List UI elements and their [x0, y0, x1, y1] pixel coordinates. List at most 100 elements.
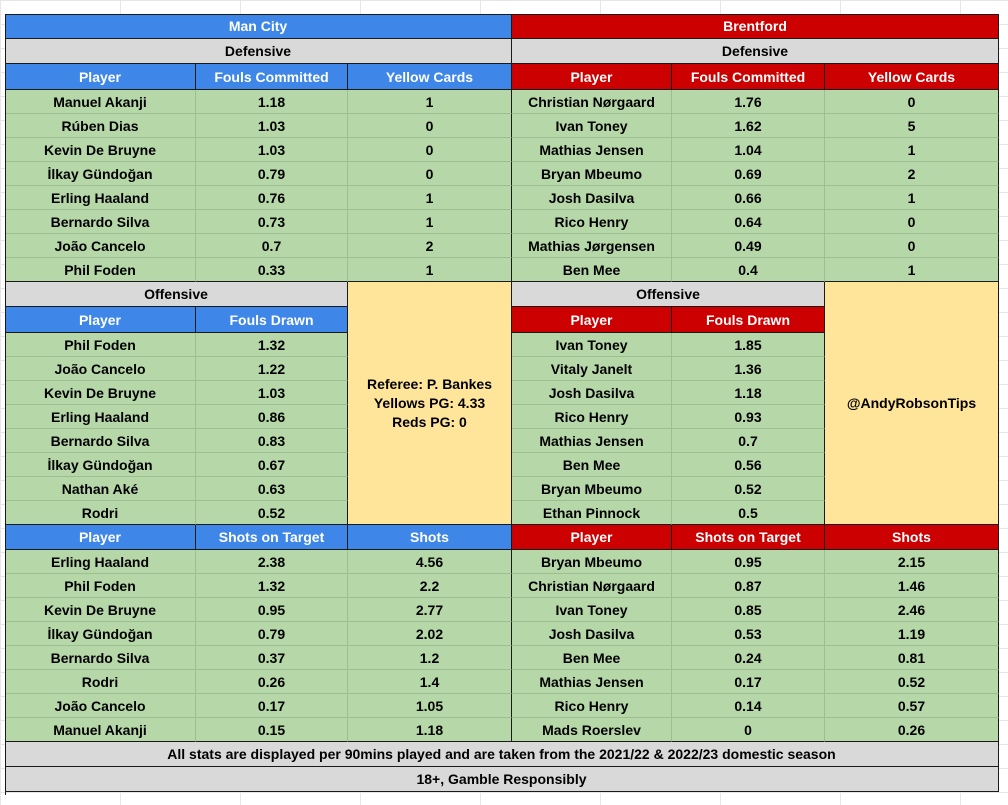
table-cell[interactable]: 0.95	[196, 598, 348, 622]
col-header-player[interactable]: Player	[512, 64, 672, 90]
table-cell[interactable]: Bryan Mbeumo	[512, 550, 672, 574]
table-cell[interactable]: 0.87	[672, 574, 825, 598]
table-cell[interactable]: Mathias Jensen	[512, 429, 672, 453]
table-cell[interactable]: 2.15	[825, 550, 999, 574]
table-cell[interactable]: 0	[348, 162, 512, 186]
table-cell[interactable]: 0.79	[196, 162, 348, 186]
table-cell[interactable]: 1.05	[348, 694, 512, 718]
table-cell[interactable]: 0.17	[672, 670, 825, 694]
table-cell[interactable]: Mads Roerslev	[512, 718, 672, 742]
table-cell[interactable]: 0	[672, 718, 825, 742]
table-cell[interactable]: 2	[348, 234, 512, 258]
table-cell[interactable]: 0.69	[672, 162, 825, 186]
section-defensive-left[interactable]: Defensive	[5, 39, 512, 64]
table-cell[interactable]: Manuel Akanji	[5, 718, 196, 742]
table-cell[interactable]: 2	[825, 162, 999, 186]
table-cell[interactable]: 0.66	[672, 186, 825, 210]
col-header-yellow-cards[interactable]: Yellow Cards	[348, 64, 512, 90]
col-header-yellow-cards[interactable]: Yellow Cards	[825, 64, 999, 90]
table-cell[interactable]: Phil Foden	[5, 258, 196, 282]
table-cell[interactable]: Rodri	[5, 501, 196, 525]
table-cell[interactable]: 0	[825, 234, 999, 258]
section-offensive-right[interactable]: Offensive	[512, 282, 825, 307]
table-cell[interactable]: 1.19	[825, 622, 999, 646]
referee-info-box[interactable]: Referee: P. Bankes Yellows PG: 4.33 Reds P…	[348, 282, 512, 525]
col-header-fouls-committed[interactable]: Fouls Committed	[196, 64, 348, 90]
col-header-player[interactable]: Player	[5, 525, 196, 550]
table-cell[interactable]: 1	[825, 258, 999, 282]
table-cell[interactable]: 1	[825, 186, 999, 210]
table-cell[interactable]: 0.57	[825, 694, 999, 718]
handle-box[interactable]: @AndyRobsonTips	[825, 282, 999, 525]
table-cell[interactable]: 0.64	[672, 210, 825, 234]
col-header-fouls-committed[interactable]: Fouls Committed	[672, 64, 825, 90]
col-header-fouls-drawn[interactable]: Fouls Drawn	[672, 307, 825, 333]
col-header-player[interactable]: Player	[5, 64, 196, 90]
table-cell[interactable]: 0.56	[672, 453, 825, 477]
table-cell[interactable]: 1.62	[672, 114, 825, 138]
table-cell[interactable]: 1	[348, 210, 512, 234]
table-cell[interactable]: 2.2	[348, 574, 512, 598]
table-cell[interactable]: Josh Dasilva	[512, 381, 672, 405]
table-cell[interactable]: 0.5	[672, 501, 825, 525]
table-cell[interactable]: 5	[825, 114, 999, 138]
table-cell[interactable]: Phil Foden	[5, 574, 196, 598]
col-header-shots[interactable]: Shots	[825, 525, 999, 550]
table-cell[interactable]: Ben Mee	[512, 258, 672, 282]
table-cell[interactable]: 1.32	[196, 574, 348, 598]
table-cell[interactable]: 2.02	[348, 622, 512, 646]
col-header-shots-on-target[interactable]: Shots on Target	[672, 525, 825, 550]
table-cell[interactable]: Kevin De Bruyne	[5, 381, 196, 405]
table-cell[interactable]: Kevin De Bruyne	[5, 138, 196, 162]
col-header-fouls-drawn[interactable]: Fouls Drawn	[196, 307, 348, 333]
table-cell[interactable]: Christian Nørgaard	[512, 90, 672, 114]
table-cell[interactable]: 0.81	[825, 646, 999, 670]
table-cell[interactable]: 0.26	[825, 718, 999, 742]
team-header-man-city[interactable]: Man City	[5, 14, 512, 39]
table-cell[interactable]: Erling Haaland	[5, 405, 196, 429]
col-header-player[interactable]: Player	[5, 307, 196, 333]
table-cell[interactable]: Ben Mee	[512, 453, 672, 477]
table-cell[interactable]: 0.79	[196, 622, 348, 646]
table-cell[interactable]: 0.4	[672, 258, 825, 282]
table-cell[interactable]: 0.93	[672, 405, 825, 429]
table-cell[interactable]: Vitaly Janelt	[512, 357, 672, 381]
table-cell[interactable]: 1	[825, 138, 999, 162]
table-cell[interactable]: 0.85	[672, 598, 825, 622]
table-cell[interactable]: 0.86	[196, 405, 348, 429]
table-cell[interactable]: Rodri	[5, 670, 196, 694]
table-cell[interactable]: 0.73	[196, 210, 348, 234]
table-cell[interactable]: Bryan Mbeumo	[512, 162, 672, 186]
section-defensive-right[interactable]: Defensive	[512, 39, 999, 64]
table-cell[interactable]: Rico Henry	[512, 694, 672, 718]
table-cell[interactable]: 1	[348, 186, 512, 210]
table-cell[interactable]: Bernardo Silva	[5, 210, 196, 234]
table-cell[interactable]: 0.83	[196, 429, 348, 453]
table-cell[interactable]: 2.77	[348, 598, 512, 622]
table-cell[interactable]: 1.32	[196, 333, 348, 357]
table-cell[interactable]: 0.53	[672, 622, 825, 646]
table-cell[interactable]: 1.18	[672, 381, 825, 405]
table-cell[interactable]: İlkay Gündoğan	[5, 162, 196, 186]
table-cell[interactable]: João Cancelo	[5, 234, 196, 258]
table-cell[interactable]: 1.46	[825, 574, 999, 598]
table-cell[interactable]: 0	[348, 114, 512, 138]
table-cell[interactable]: 0.67	[196, 453, 348, 477]
table-cell[interactable]: 0.95	[672, 550, 825, 574]
table-cell[interactable]: 1.36	[672, 357, 825, 381]
table-cell[interactable]: Mathias Jørgensen	[512, 234, 672, 258]
table-cell[interactable]: Erling Haaland	[5, 186, 196, 210]
table-cell[interactable]: 0.15	[196, 718, 348, 742]
table-cell[interactable]: Erling Haaland	[5, 550, 196, 574]
table-cell[interactable]: İlkay Gündoğan	[5, 622, 196, 646]
table-cell[interactable]: 0	[825, 210, 999, 234]
table-cell[interactable]: Christian Nørgaard	[512, 574, 672, 598]
table-cell[interactable]: Manuel Akanji	[5, 90, 196, 114]
table-cell[interactable]: Rico Henry	[512, 405, 672, 429]
table-cell[interactable]: 1.76	[672, 90, 825, 114]
table-cell[interactable]: 1.85	[672, 333, 825, 357]
table-cell[interactable]: 0.24	[672, 646, 825, 670]
col-header-player[interactable]: Player	[512, 525, 672, 550]
table-cell[interactable]: Rico Henry	[512, 210, 672, 234]
table-cell[interactable]: 1	[348, 258, 512, 282]
